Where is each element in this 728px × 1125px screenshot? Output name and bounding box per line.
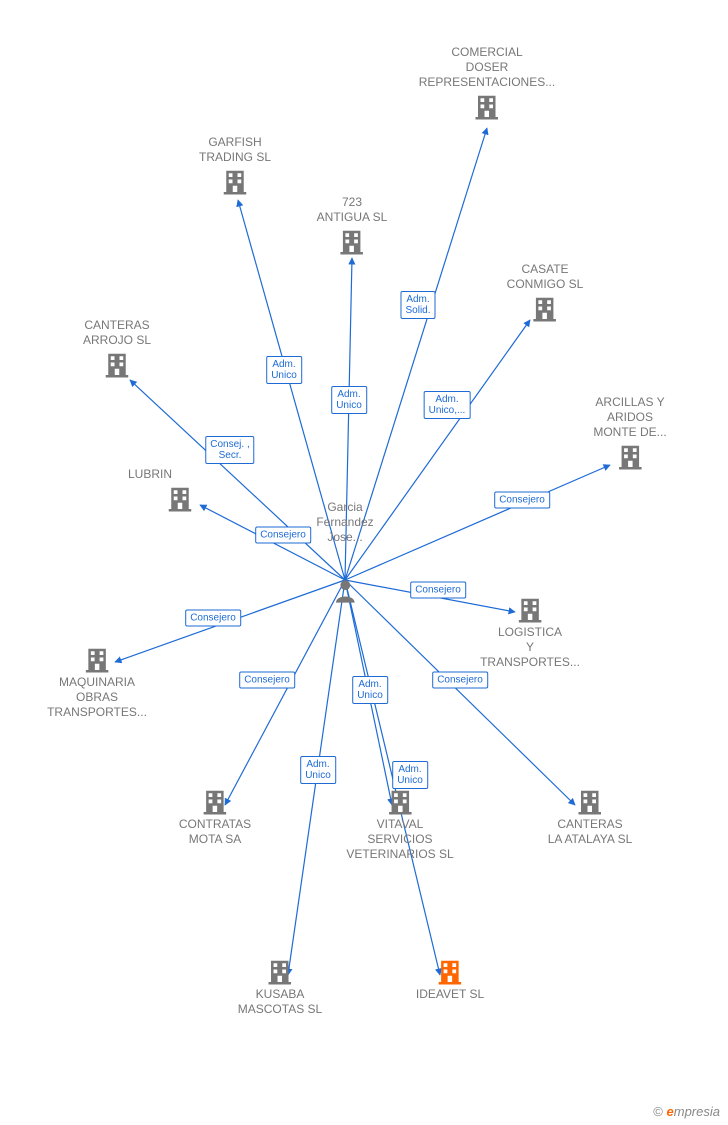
edge-label: Consejero	[432, 672, 488, 689]
edge-label: Adm. Unico	[331, 386, 367, 414]
company-label: LUBRIN	[128, 467, 172, 482]
person-icon	[316, 577, 373, 605]
edge-label: Consejero	[239, 672, 295, 689]
building-icon	[238, 957, 322, 987]
company-label: COMERCIAL DOSER REPRESENTACIONES...	[419, 45, 555, 90]
company-label: LOGISTICA Y TRANSPORTES...	[480, 625, 580, 670]
company-node-arcillas[interactable]: ARCILLAS Y ARIDOS MONTE DE...	[593, 395, 666, 472]
company-label: KUSABA MASCOTAS SL	[238, 987, 322, 1017]
copyright-symbol: ©	[653, 1104, 663, 1119]
building-icon	[548, 787, 633, 817]
edge-label: Consejero	[255, 527, 311, 544]
building-icon	[179, 787, 251, 817]
company-node-vitaval[interactable]: VITAVAL SERVICIOS VETERINARIOS SL	[346, 785, 453, 862]
building-icon	[507, 294, 584, 324]
edge-label: Adm. Unico	[300, 756, 336, 784]
building-icon	[317, 227, 388, 257]
edge-label: Adm. Solid.	[400, 291, 435, 319]
company-label: 723 ANTIGUA SL	[317, 195, 388, 225]
building-icon	[346, 787, 453, 817]
building-icon	[83, 350, 151, 380]
credit: © empresia	[653, 1104, 720, 1119]
company-node-canteras_arrojo[interactable]: CANTERAS ARROJO SL	[83, 318, 151, 380]
edge-label: Adm. Unico	[392, 761, 428, 789]
company-node-comercial[interactable]: COMERCIAL DOSER REPRESENTACIONES...	[419, 45, 555, 122]
company-label: CASATE CONMIGO SL	[507, 262, 584, 292]
edge-label: Consej. , Secr.	[205, 436, 254, 464]
edge-label: Consejero	[185, 610, 241, 627]
building-icon	[593, 442, 666, 472]
building-icon	[47, 645, 147, 675]
company-node-garfish[interactable]: GARFISH TRADING SL	[199, 135, 271, 197]
company-node-maquinaria[interactable]: MAQUINARIA OBRAS TRANSPORTES...	[47, 643, 147, 720]
company-label: IDEAVET SL	[416, 987, 484, 1002]
company-node-antigua[interactable]: 723 ANTIGUA SL	[317, 195, 388, 257]
company-node-casate[interactable]: CASATE CONMIGO SL	[507, 262, 584, 324]
building-icon	[199, 167, 271, 197]
edge-line	[345, 465, 610, 580]
company-node-logistica[interactable]: LOGISTICA Y TRANSPORTES...	[480, 593, 580, 670]
company-node-contratas[interactable]: CONTRATAS MOTA SA	[179, 785, 251, 847]
center-person-node[interactable]: Garcia Fernandez Jose...	[316, 500, 373, 605]
company-node-canteras_atalaya[interactable]: CANTERAS LA ATALAYA SL	[548, 785, 633, 847]
company-label: CONTRATAS MOTA SA	[179, 817, 251, 847]
edge-label: Consejero	[494, 492, 550, 509]
company-label: CANTERAS LA ATALAYA SL	[548, 817, 633, 847]
edge-label: Adm. Unico	[266, 356, 302, 384]
center-person-label: Garcia Fernandez Jose...	[316, 500, 373, 545]
company-label: MAQUINARIA OBRAS TRANSPORTES...	[47, 675, 147, 720]
edge-label: Adm. Unico	[352, 676, 388, 704]
brand-e: e	[667, 1104, 674, 1119]
company-node-kusaba[interactable]: KUSABA MASCOTAS SL	[238, 955, 322, 1017]
company-label: GARFISH TRADING SL	[199, 135, 271, 165]
company-label: VITAVAL SERVICIOS VETERINARIOS SL	[346, 817, 453, 862]
building-icon	[158, 484, 202, 514]
building-icon	[416, 957, 484, 987]
company-node-lubrin[interactable]: LUBRIN	[158, 467, 202, 514]
brand-rest: mpresia	[674, 1104, 720, 1119]
company-label: CANTERAS ARROJO SL	[83, 318, 151, 348]
company-node-ideavet[interactable]: IDEAVET SL	[416, 955, 484, 1002]
building-icon	[419, 92, 555, 122]
edge-label: Adm. Unico,...	[424, 391, 471, 419]
building-icon	[480, 595, 580, 625]
company-label: ARCILLAS Y ARIDOS MONTE DE...	[593, 395, 666, 440]
edge-label: Consejero	[410, 582, 466, 599]
